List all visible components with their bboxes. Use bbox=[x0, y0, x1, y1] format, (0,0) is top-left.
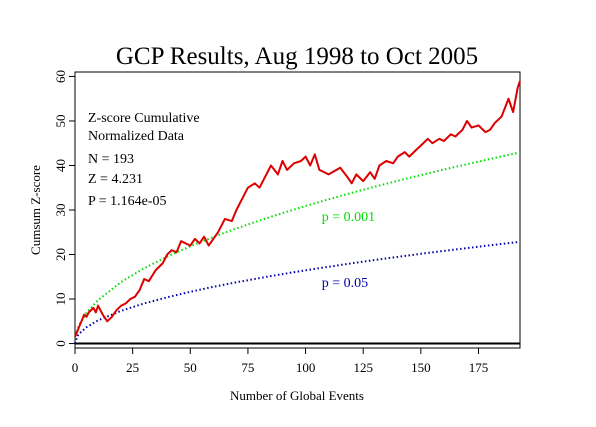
y-tick-label: 10 bbox=[53, 293, 68, 306]
series-line-cumulative bbox=[74, 80, 521, 338]
y-tick-label: 20 bbox=[53, 248, 68, 261]
y-tick-label: 0 bbox=[53, 340, 68, 347]
y-tick-label: 60 bbox=[53, 70, 68, 83]
stats-line-normalized: Normalized Data bbox=[88, 129, 185, 144]
stats-line-p: P = 1.164e-05 bbox=[88, 194, 167, 209]
stats-box: Z-score Cumulative Normalized Data N = 1… bbox=[88, 111, 200, 209]
y-tick-label: 30 bbox=[53, 204, 68, 217]
y-tick-label: 40 bbox=[53, 159, 68, 172]
y-tick-label: 50 bbox=[53, 114, 68, 127]
stats-line-title: Z-score Cumulative bbox=[88, 111, 200, 126]
stats-line-n: N = 193 bbox=[88, 152, 134, 167]
curve-label: p = 0.05 bbox=[322, 276, 368, 291]
stats-line-z: Z = 4.231 bbox=[88, 172, 143, 187]
annotation-layer: p = 0.001 p = 0.05 bbox=[322, 210, 375, 291]
curve-label: p = 0.001 bbox=[322, 210, 375, 225]
series-layer bbox=[74, 80, 521, 345]
x-tick-label: 75 bbox=[241, 360, 254, 375]
y-axis: 0 10 20 30 40 50 60 bbox=[53, 70, 75, 347]
x-tick-label: 50 bbox=[184, 360, 197, 375]
x-tick-label: 125 bbox=[353, 360, 373, 375]
x-axis: 0 25 50 75 100 125 150 175 bbox=[72, 348, 488, 375]
x-tick-label: 25 bbox=[126, 360, 139, 375]
x-tick-label: 150 bbox=[411, 360, 431, 375]
x-tick-label: 100 bbox=[296, 360, 316, 375]
x-axis-label: Number of Global Events bbox=[230, 388, 364, 403]
x-tick-label: 0 bbox=[72, 360, 79, 375]
series-line-dotted bbox=[74, 151, 521, 344]
chart-title: GCP Results, Aug 1998 to Oct 2005 bbox=[116, 43, 478, 70]
series-line-dotted bbox=[74, 240, 521, 344]
y-axis-label: Cumsum Z-score bbox=[28, 165, 43, 255]
x-tick-label: 175 bbox=[469, 360, 489, 375]
